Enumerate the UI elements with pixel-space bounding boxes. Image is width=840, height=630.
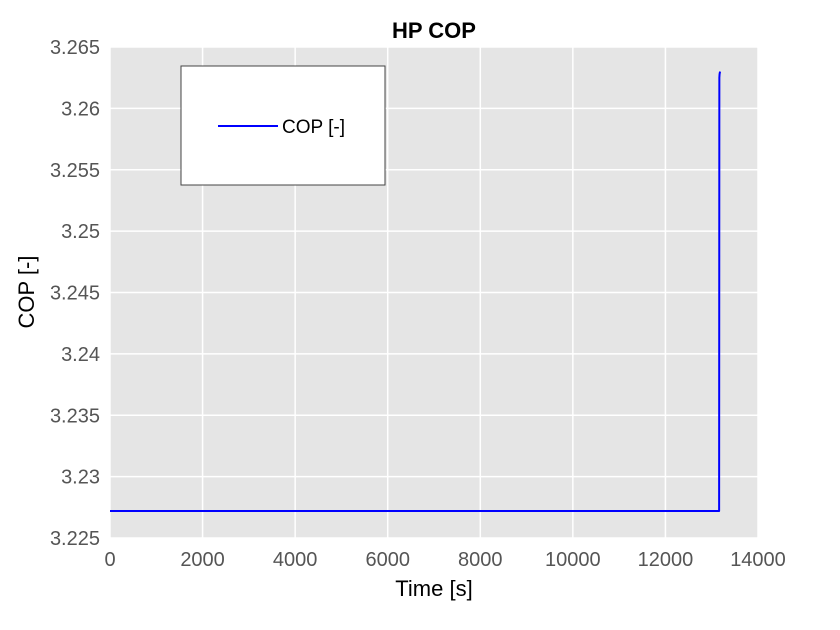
chart-title: HP COP: [392, 18, 476, 43]
legend-box: [180, 65, 386, 186]
x-tick-label: 12000: [638, 549, 694, 571]
x-tick-label: 4000: [273, 549, 318, 571]
y-tick-label: 3.25: [61, 221, 100, 243]
y-tick-label: 3.26: [61, 98, 100, 120]
x-tick-label: 0: [104, 549, 115, 571]
x-tick-label: 14000: [730, 549, 786, 571]
y-axis-label: COP [-]: [14, 256, 39, 329]
y-tick-label: 3.23: [61, 467, 100, 489]
x-tick-labels: 0 2000 4000 6000 8000 10000 12000 14000: [104, 549, 785, 571]
y-tick-label: 3.235: [50, 405, 100, 427]
x-tick-label: 10000: [545, 549, 601, 571]
y-tick-label: 3.265: [50, 37, 100, 59]
y-tick-label: 3.225: [50, 528, 100, 550]
x-axis-label: Time [s]: [395, 576, 472, 601]
y-tick-labels: 3.225 3.23 3.235 3.24 3.245 3.25 3.255 3.26 3.26…: [50, 37, 100, 550]
x-tick-label: 8000: [458, 549, 503, 571]
x-tick-label: 6000: [365, 549, 410, 571]
legend-label-cop: COP [-]: [282, 117, 345, 138]
y-tick-label: 3.255: [50, 160, 100, 182]
y-tick-label: 3.24: [61, 344, 100, 366]
x-tick-label: 2000: [180, 549, 225, 571]
legend: COP [-]: [180, 65, 386, 186]
y-tick-label: 3.245: [50, 283, 100, 305]
series-layer: [110, 71, 722, 512]
series-line-cop: [110, 71, 722, 512]
